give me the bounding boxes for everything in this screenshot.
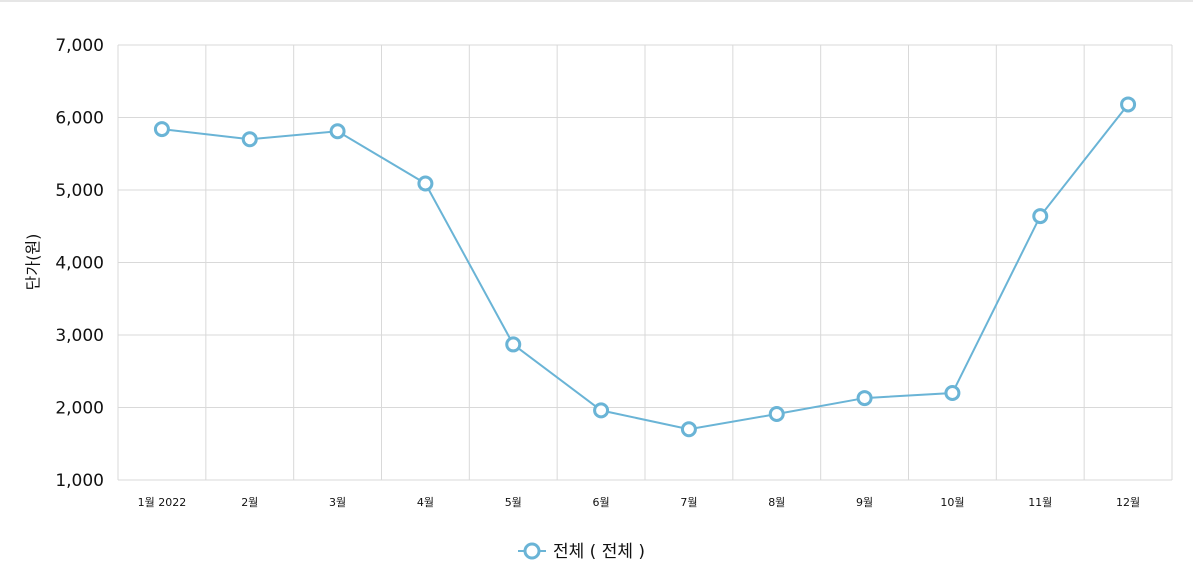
series-line	[161, 103, 1129, 431]
y-tick-label: 6,000	[55, 109, 104, 129]
x-tick-label: 9월	[856, 496, 873, 509]
x-tick-label: 11월	[1028, 496, 1052, 509]
x-tick-label: 10월	[940, 496, 964, 509]
series-layer	[153, 96, 1137, 438]
y-tick-label: 3,000	[55, 326, 104, 346]
data-point[interactable]	[241, 131, 258, 148]
y-tick-label: 1,000	[55, 471, 104, 491]
data-point[interactable]	[329, 123, 346, 140]
y-axis-label: 단가(원)	[24, 234, 43, 291]
legend-marker-icon	[523, 542, 541, 560]
x-tick-label: 4월	[417, 496, 434, 509]
data-point[interactable]	[1120, 96, 1137, 113]
y-tick-label: 5,000	[55, 181, 104, 201]
y-tick-label: 7,000	[55, 36, 104, 56]
x-tick-label: 8월	[768, 496, 785, 509]
data-point[interactable]	[1032, 208, 1049, 225]
data-point[interactable]	[153, 121, 170, 138]
legend[interactable]: 전체 ( 전체 )	[518, 542, 645, 562]
top-border	[0, 0, 1193, 2]
data-point[interactable]	[944, 385, 961, 401]
legend-label: 전체 ( 전체 )	[553, 542, 645, 562]
x-tick-label: 3월	[329, 496, 346, 509]
data-point[interactable]	[417, 175, 434, 192]
x-tick-label: 5월	[505, 496, 522, 509]
x-axis-ticks: 1월 2022 2월 3월 4월 5월 6월 7월 8월 9월 10월 11월 12월	[138, 496, 1141, 509]
x-tick-label: 7월	[680, 496, 697, 509]
data-point[interactable]	[593, 402, 610, 419]
y-tick-label: 4,000	[55, 254, 104, 274]
data-point[interactable]	[680, 421, 697, 438]
x-tick-label: 1월 2022	[138, 496, 187, 509]
y-tick-label: 2,000	[55, 399, 104, 419]
x-tick-label: 6월	[593, 496, 610, 509]
y-axis-ticks: 1,000 2,000 3,000 4,000 5,000 6,000 7,000	[55, 36, 104, 491]
x-tick-label: 2월	[241, 496, 258, 509]
data-point[interactable]	[856, 390, 873, 407]
data-point[interactable]	[768, 406, 785, 423]
x-tick-label: 12월	[1116, 496, 1140, 509]
data-point[interactable]	[505, 336, 522, 353]
grid-lines	[117, 44, 1173, 481]
